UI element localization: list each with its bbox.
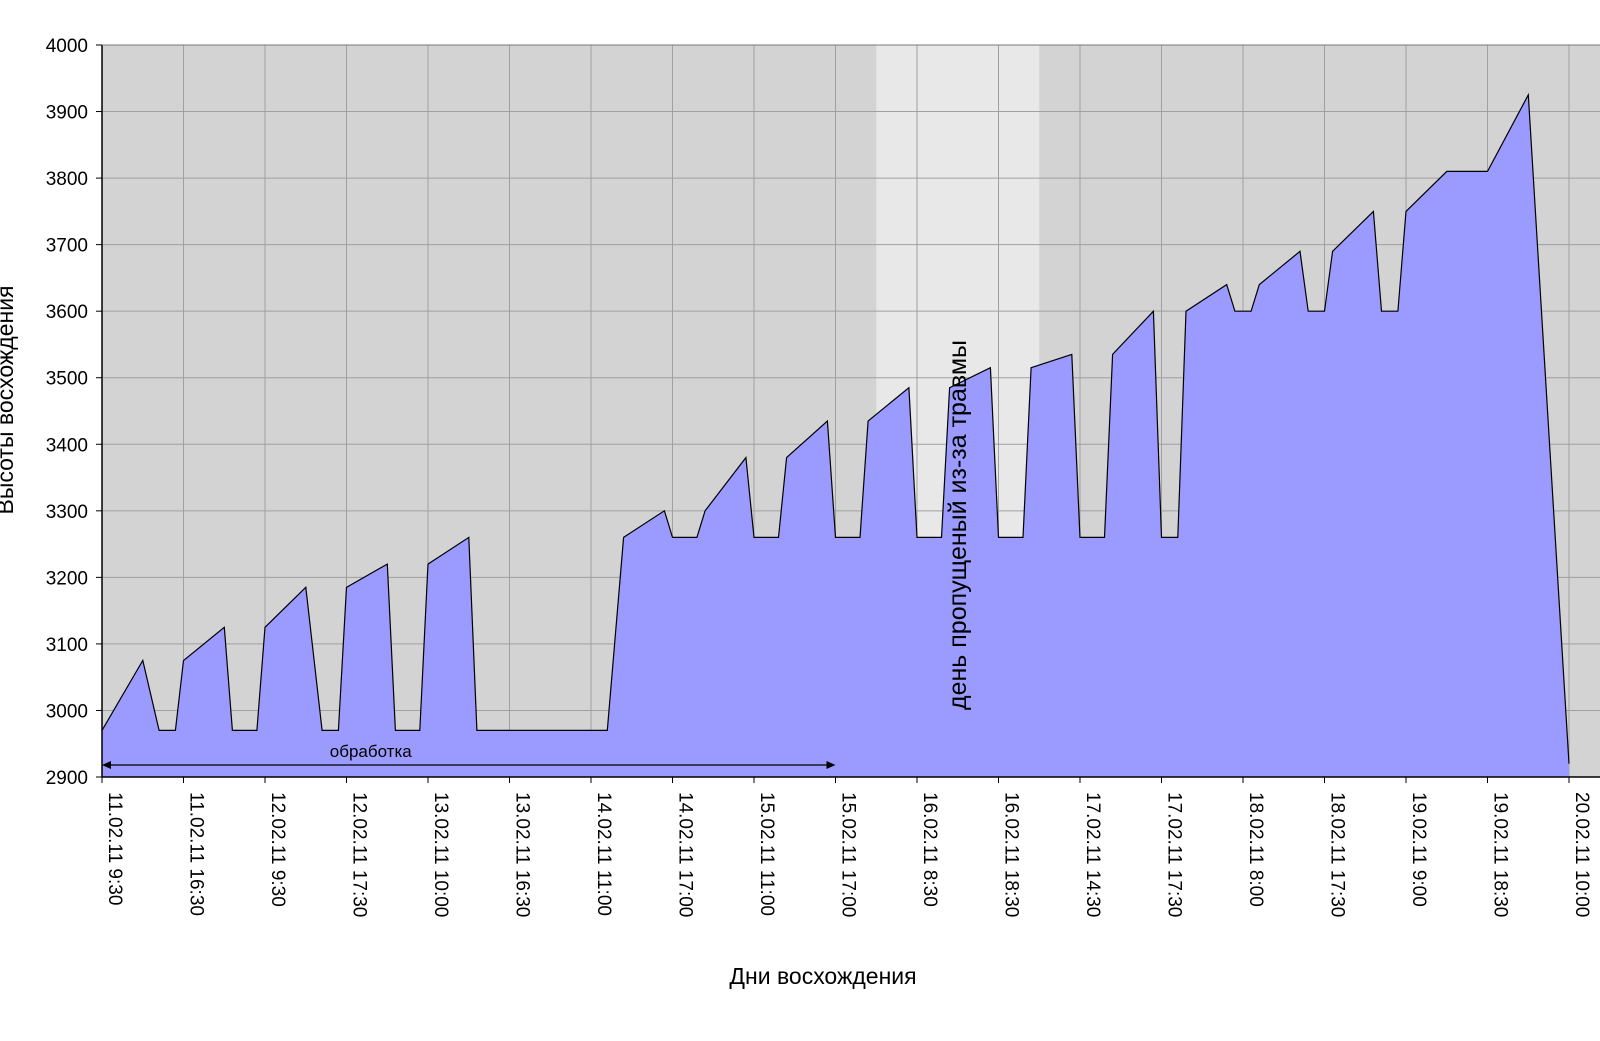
altitude-line <box>101 92 1570 764</box>
y-axis-title: Высоты восхождения <box>0 285 18 514</box>
band-label: день пропущеный из-за травмы <box>944 340 972 710</box>
x-tick-label: 17.02.11 17:30 <box>1164 792 1185 917</box>
y-tick-labels: 2900 3000 3100 3200 3300 3400 3500 3600 3700 3800… <box>46 36 88 789</box>
x-tick-label: 20.02.11 10:00 <box>1571 792 1592 917</box>
x-tick-label: 14.02.11 17:00 <box>675 792 696 917</box>
x-tick-label: 12.02.11 9:30 <box>267 792 288 907</box>
x-tick-label: 13.02.11 10:00 <box>430 792 451 917</box>
arrow-head-right <box>826 761 836 769</box>
x-tick-label: 17.02.11 14:30 <box>1082 792 1103 917</box>
x-tick-label: 19.02.11 18:30 <box>1490 792 1511 917</box>
x-tick-label: 18.02.11 8:00 <box>1245 792 1266 907</box>
y-tick-label: 3100 <box>46 635 88 656</box>
y-tick-label: 3900 <box>46 103 88 124</box>
y-tick-label: 3800 <box>46 169 88 190</box>
x-axis-title: Дни восхождения <box>729 963 916 989</box>
y-tick-label: 3600 <box>46 302 88 323</box>
x-tick-label: 16.02.11 8:30 <box>919 792 940 907</box>
x-tick-labels: 11.02.11 9:30 11.02.11 16:30 12.02.11 9:30… <box>104 792 1592 917</box>
annotations: обработка день пропущеный из-за травмы <box>102 340 972 769</box>
altitude-series <box>101 92 1570 777</box>
y-tick-label: 3200 <box>46 568 88 589</box>
altitude-area-fill <box>102 94 1569 777</box>
y-tick-label: 3000 <box>46 701 88 722</box>
y-tick-label: 3300 <box>46 502 88 523</box>
x-tick-label: 14.02.11 11:00 <box>593 792 614 916</box>
arrow-label: обработка <box>330 742 413 761</box>
x-tick-label: 19.02.11 9:00 <box>1408 792 1429 907</box>
x-tick-label: 18.02.11 17:30 <box>1327 792 1348 917</box>
x-tick-label: 12.02.11 17:30 <box>349 792 370 917</box>
x-tick-label: 13.02.11 16:30 <box>512 792 533 917</box>
x-tick-label: 15.02.11 11:00 <box>756 792 777 916</box>
arrow-head-left <box>102 761 111 769</box>
y-tick-label: 2900 <box>46 768 88 789</box>
x-tick-label: 15.02.11 17:00 <box>838 792 859 917</box>
y-tick-label: 3500 <box>46 369 88 390</box>
y-tick-label: 3400 <box>46 435 88 456</box>
x-tick-label: 16.02.11 18:30 <box>1001 792 1022 917</box>
y-tick-label: 3700 <box>46 236 88 257</box>
axes <box>96 44 1600 783</box>
y-tick-label: 4000 <box>46 36 88 57</box>
x-tick-label: 11.02.11 9:30 <box>104 792 125 905</box>
x-tick-label: 11.02.11 16:30 <box>186 792 207 916</box>
